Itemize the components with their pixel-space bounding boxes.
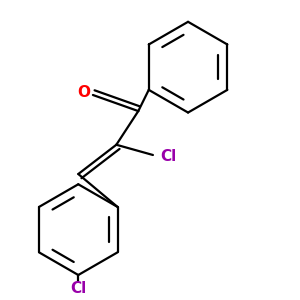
Text: O: O — [78, 85, 91, 100]
Text: Cl: Cl — [70, 281, 86, 296]
Text: Cl: Cl — [160, 149, 176, 164]
